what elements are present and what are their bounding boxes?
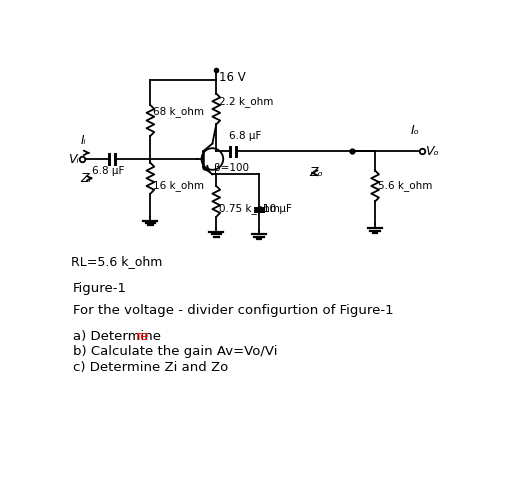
Text: 16 V: 16 V bbox=[219, 71, 246, 84]
Text: Zᵢ: Zᵢ bbox=[81, 172, 92, 185]
Text: 6.8 μF: 6.8 μF bbox=[229, 131, 262, 141]
Text: RL=5.6 k_ohm: RL=5.6 k_ohm bbox=[71, 255, 163, 268]
Text: 10 μF: 10 μF bbox=[263, 204, 292, 214]
Text: Zₒ: Zₒ bbox=[309, 166, 323, 179]
Text: For the voltage - divider configurtion of Figure-1: For the voltage - divider configurtion o… bbox=[73, 304, 393, 317]
Text: 16 k_ohm: 16 k_ohm bbox=[154, 180, 204, 191]
Text: Figure-1: Figure-1 bbox=[73, 282, 127, 295]
Text: 5.6 k_ohm: 5.6 k_ohm bbox=[378, 181, 432, 191]
Text: Vᵢ: Vᵢ bbox=[68, 153, 79, 165]
Text: β=100: β=100 bbox=[214, 163, 249, 173]
Text: 68 k_ohm: 68 k_ohm bbox=[154, 106, 204, 117]
Text: 6.8 μF: 6.8 μF bbox=[92, 166, 125, 176]
Text: 2.2 k_ohm: 2.2 k_ohm bbox=[219, 96, 274, 107]
Text: a) Determine: a) Determine bbox=[73, 330, 165, 343]
Text: b) Calculate the gain Av=Vo/Vi: b) Calculate the gain Av=Vo/Vi bbox=[73, 345, 277, 358]
Text: re: re bbox=[135, 330, 149, 343]
Text: Vₒ: Vₒ bbox=[426, 145, 439, 158]
Text: Iᵢ: Iᵢ bbox=[81, 134, 86, 147]
Text: Iₒ: Iₒ bbox=[411, 124, 420, 137]
Text: 0.75 k_ohm: 0.75 k_ohm bbox=[219, 203, 280, 214]
Text: c) Determine Zi and Zo: c) Determine Zi and Zo bbox=[73, 361, 228, 374]
